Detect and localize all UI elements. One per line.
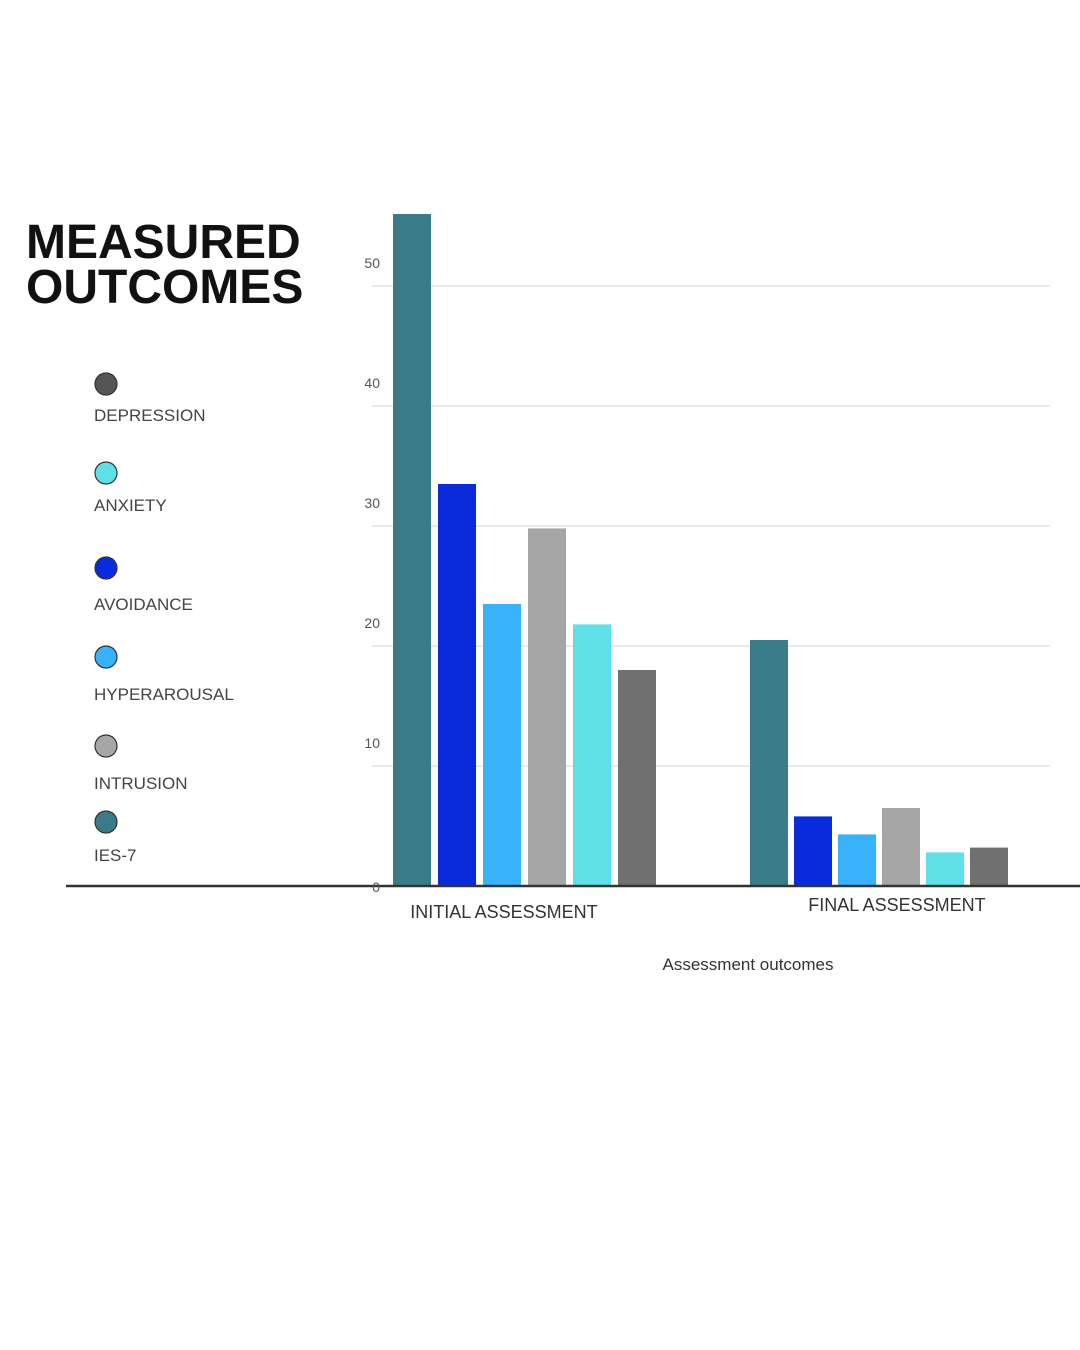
y-tick-label: 20 xyxy=(364,615,380,631)
category-label: INITIAL ASSESSMENT xyxy=(410,902,597,922)
legend-label: AVOIDANCE xyxy=(94,595,193,614)
bar-hyperarousal-final xyxy=(838,834,876,886)
bar-ies-7-initial xyxy=(393,214,431,886)
bar-ies-7-final xyxy=(750,640,788,886)
bar-hyperarousal-initial xyxy=(483,604,521,886)
category-labels: INITIAL ASSESSMENT FINAL ASSESSMENT xyxy=(410,895,985,922)
bar-avoidance-final xyxy=(794,816,832,886)
y-tick-label: 10 xyxy=(364,735,380,751)
bar-anxiety-initial xyxy=(573,624,611,886)
legend-marker xyxy=(94,810,118,834)
y-ticks: 0 10 20 30 40 50 xyxy=(364,255,380,895)
legend: DEPRESSION ANXIETY AVOIDANCE HYPERAROUSAL IN… xyxy=(94,372,234,865)
legend-marker xyxy=(94,556,118,580)
chart-title-line-2: OUTCOMES xyxy=(26,261,303,314)
y-tick-label: 30 xyxy=(364,495,380,511)
y-tick-label: 0 xyxy=(372,879,380,895)
y-tick-label: 40 xyxy=(364,375,380,391)
legend-marker xyxy=(94,734,118,758)
bar-avoidance-initial xyxy=(438,484,476,886)
bar-anxiety-final xyxy=(926,852,964,886)
chart-title: MEASURED OUTCOMES xyxy=(26,216,303,314)
legend-marker xyxy=(94,645,118,669)
legend-marker xyxy=(94,372,118,396)
legend-label: IES-7 xyxy=(94,846,137,865)
chart-title-line-1: MEASURED xyxy=(26,216,301,269)
bars xyxy=(393,214,1008,886)
bar-intrusion-initial xyxy=(528,528,566,886)
bar-depression-initial xyxy=(618,670,656,886)
bar-intrusion-final xyxy=(882,808,920,886)
legend-label: DEPRESSION xyxy=(94,406,205,425)
legend-label: INTRUSION xyxy=(94,774,188,793)
x-axis-title: Assessment outcomes xyxy=(662,955,833,974)
legend-label: HYPERAROUSAL xyxy=(94,685,234,704)
y-tick-label: 50 xyxy=(364,255,380,271)
legend-label: ANXIETY xyxy=(94,496,167,515)
legend-marker xyxy=(94,461,118,485)
category-label: FINAL ASSESSMENT xyxy=(808,895,985,915)
bar-depression-final xyxy=(970,847,1008,886)
